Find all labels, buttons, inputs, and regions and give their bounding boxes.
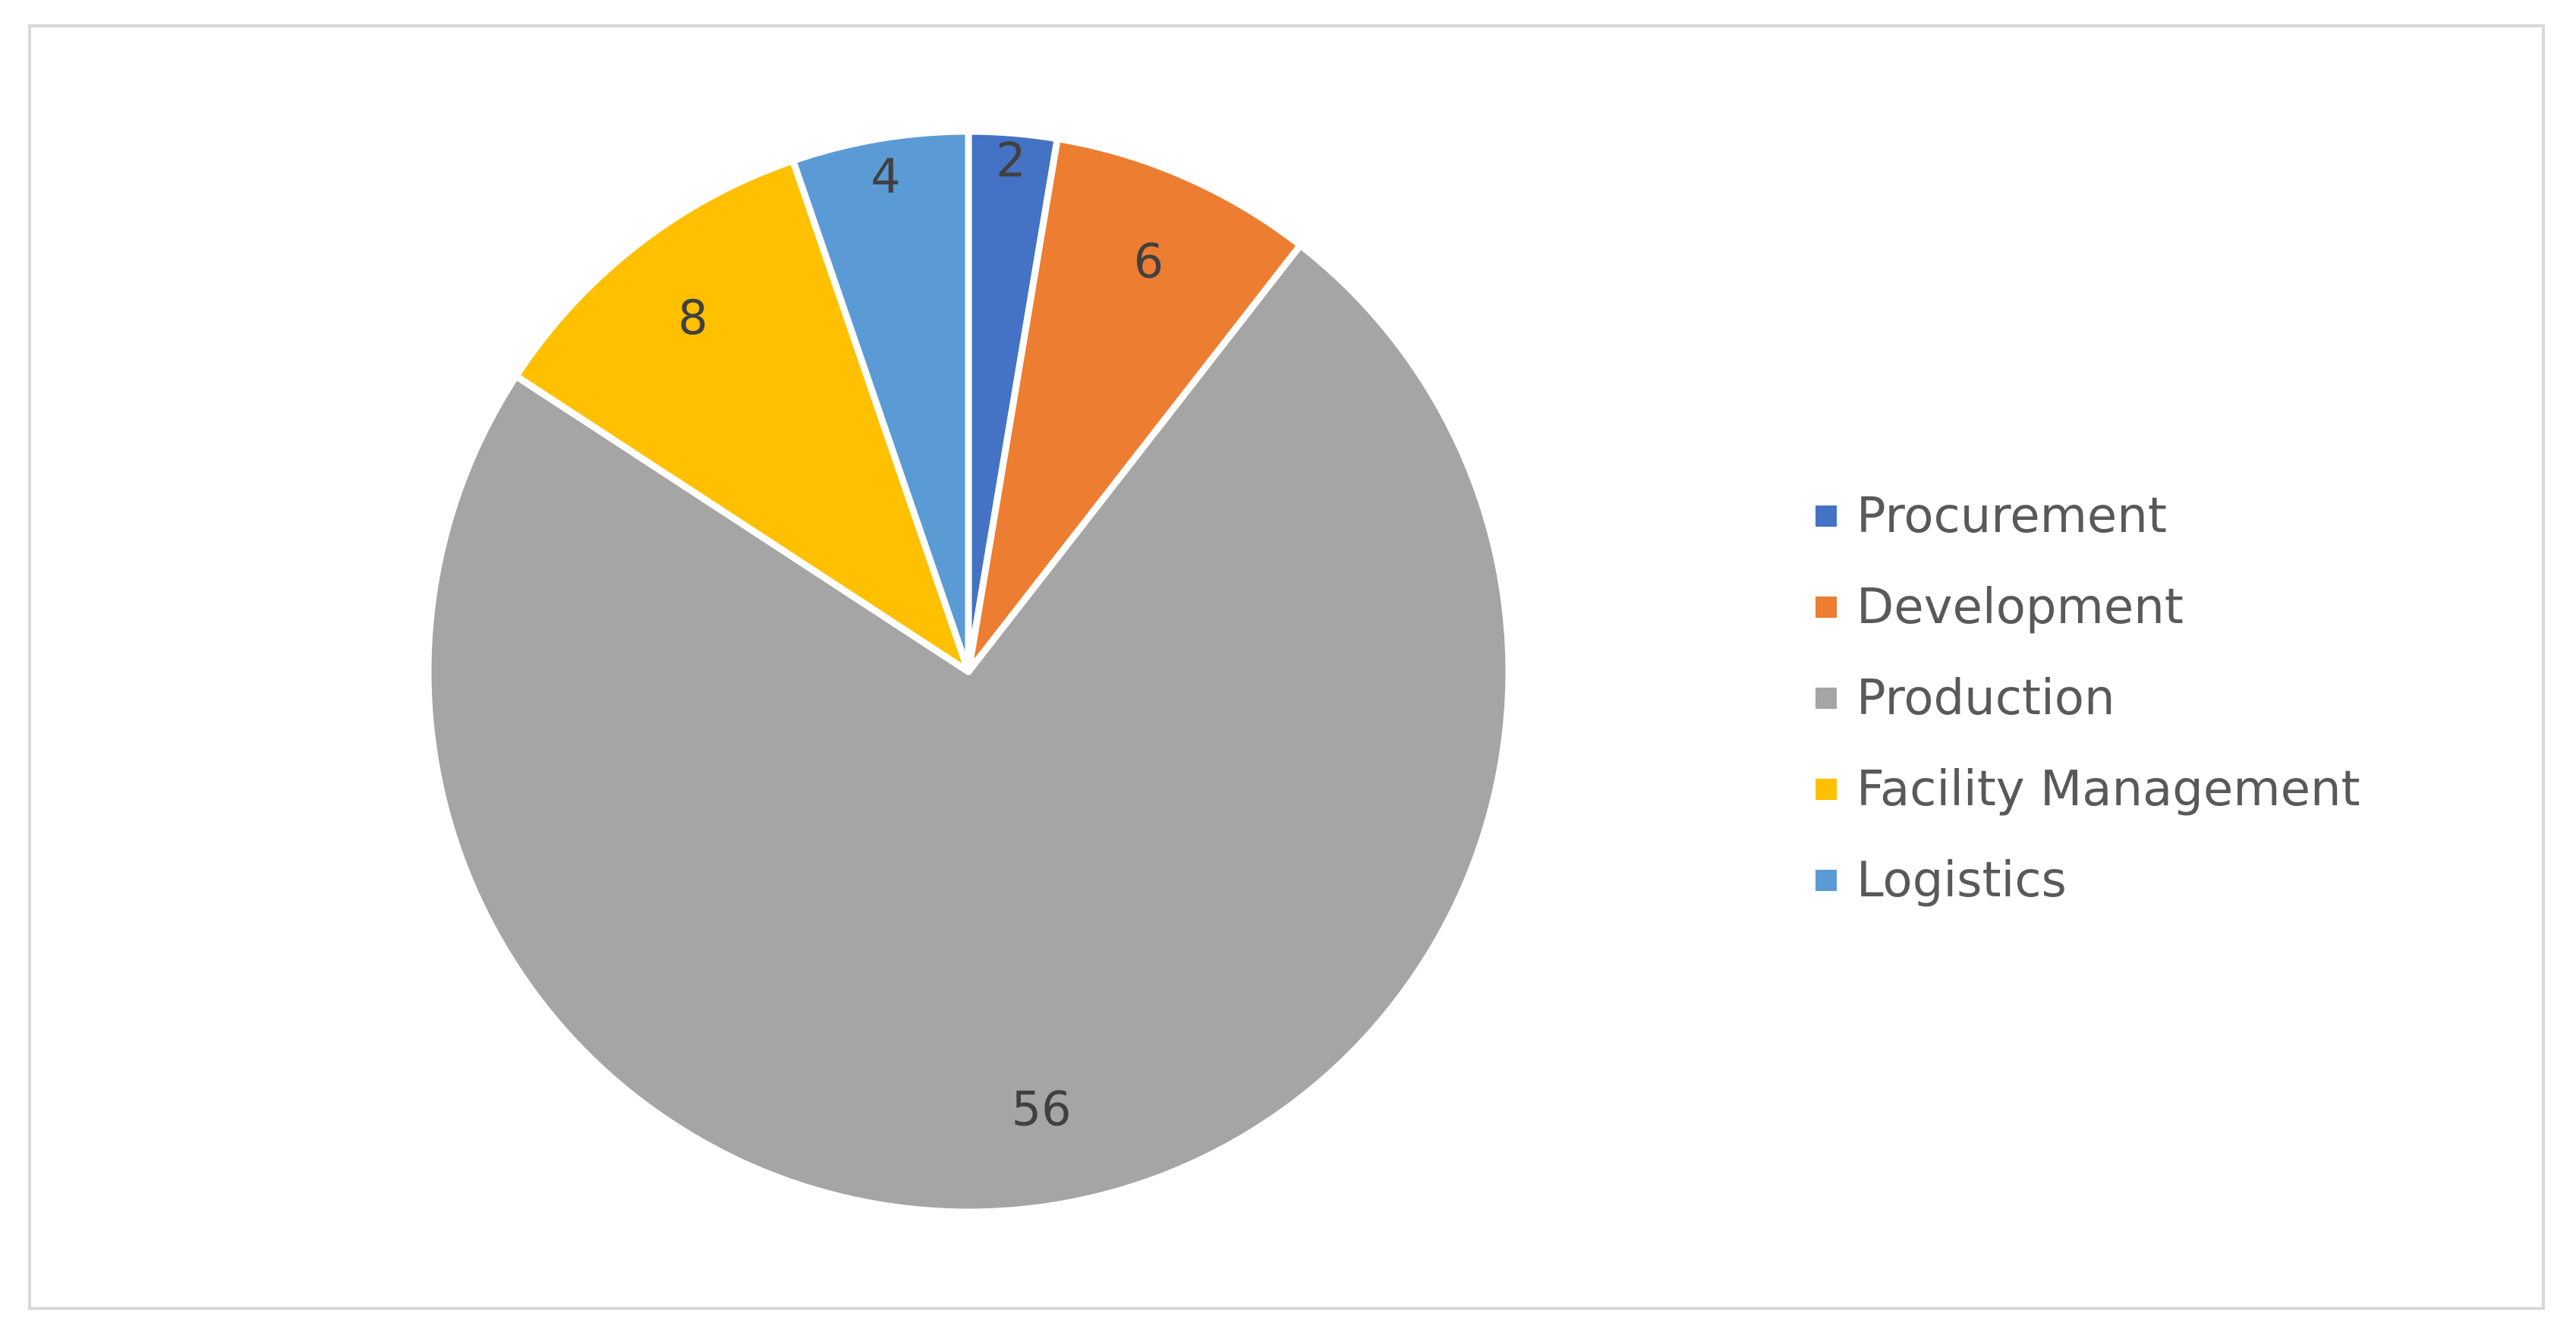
legend-label-development: Development — [1856, 579, 2184, 635]
legend-item-logistics: Logistics — [1815, 835, 2499, 926]
legend-swatch-facility-management — [1815, 779, 1837, 800]
legend-item-production: Production — [1815, 653, 2499, 744]
legend-swatch-production — [1815, 688, 1837, 709]
legend-label-facility-management: Facility Management — [1856, 761, 2360, 817]
legend-label-procurement: Procurement — [1856, 488, 2167, 544]
legend-label-logistics: Logistics — [1856, 852, 2067, 908]
pie-slice-facility-management — [512, 157, 972, 675]
legend: Procurement Development Production Facil… — [1815, 471, 2499, 926]
data-label-production: 56 — [1012, 1081, 1072, 1136]
legend-swatch-procurement — [1815, 505, 1837, 527]
data-label-facility-management: 8 — [678, 290, 707, 345]
legend-item-procurement: Procurement — [1815, 471, 2499, 562]
data-label-procurement: 2 — [996, 132, 1025, 187]
pie-data-labels: 2 6 56 8 4 — [678, 132, 1164, 1136]
pie-slice-development — [965, 135, 1304, 675]
legend-label-production: Production — [1856, 670, 2115, 726]
legend-item-facility-management: Facility Management — [1815, 744, 2499, 835]
data-label-development: 6 — [1134, 233, 1164, 288]
pie-slice-logistics — [789, 128, 972, 675]
legend-item-development: Development — [1815, 562, 2499, 653]
data-label-logistics: 4 — [871, 148, 900, 203]
pie-slice-production — [424, 241, 1513, 1216]
legend-swatch-logistics — [1815, 870, 1837, 891]
pie-slices — [424, 128, 1513, 1216]
legend-swatch-development — [1815, 597, 1837, 618]
